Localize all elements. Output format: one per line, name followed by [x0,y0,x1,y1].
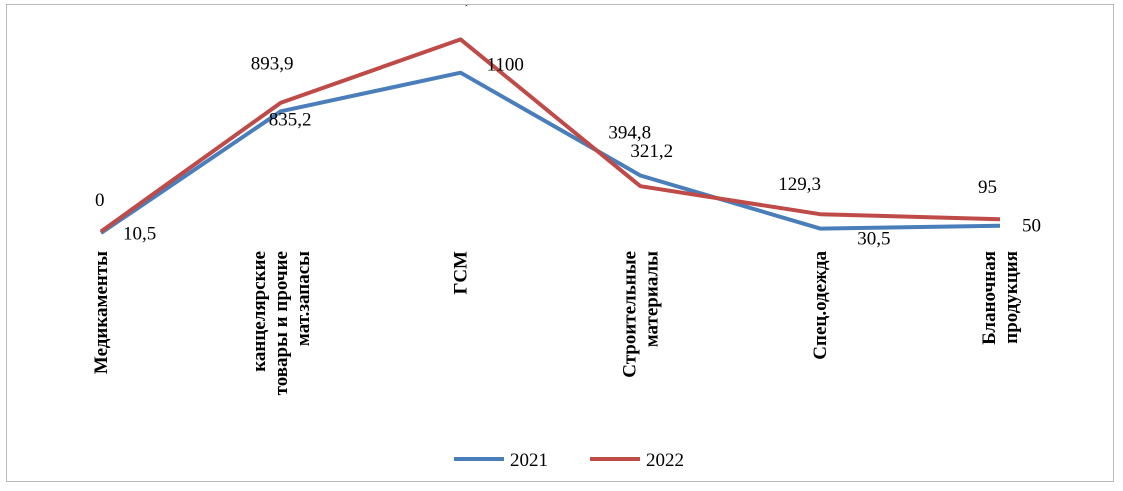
legend-label-2022: 2022 [646,450,684,471]
line-chart: 0 835,2 1100 394,8 30,5 50 10,5 893,9 1328,8 321,… [91,0,1041,471]
data-label-2022-4: 129,3 [778,174,821,195]
category-label-0-line-0: Медикаменты [91,251,112,374]
data-label-2022-3: 321,2 [630,141,673,162]
data-label-2022-1: 893,9 [251,54,294,75]
data-label-2022-5: 95 [978,177,997,198]
data-label-2021-5: 50 [1022,216,1041,237]
category-label-0: Медикаменты [91,251,112,374]
series-line-2021 [99,70,1001,235]
data-label-2022-0: 10,5 [123,224,156,245]
data-label-2021-1: 835,2 [269,109,312,130]
category-label-5-line-1: продукция [1001,251,1022,344]
category-label-5: Бланочная продукция [979,251,1022,345]
category-label-4-line-0: Спец.одежда [810,251,831,360]
chart-frame: 0 835,2 1100 394,8 30,5 50 10,5 893,9 1328,8 321,… [6,0,1114,482]
data-label-2021-4: 30,5 [857,229,890,250]
category-label-2: ГСМ [451,251,472,295]
category-label-1: канцелярские товары и прочие мат.запасы [249,251,314,396]
data-label-2021-0: 0 [95,190,105,211]
legend-label-2021: 2021 [510,450,548,471]
category-label-3-line-0: Строительные [619,251,640,378]
category-label-1-line-0: канцелярские [249,251,270,372]
data-labels: 0 835,2 1100 394,8 30,5 50 10,5 893,9 1328,8 321,… [95,0,1041,250]
category-labels: Медикаменты канцелярские товары и прочие ма… [91,251,1022,396]
legend: 2021 2022 [454,450,684,471]
category-label-1-line-1: товары и прочие [271,251,292,395]
category-label-4: Спец.одежда [810,251,831,360]
data-label-2021-2: 1100 [487,55,524,76]
category-label-5-line-0: Бланочная [979,251,1000,345]
series-lines [99,37,1001,235]
category-label-3-line-1: материалы [641,251,662,347]
data-label-2022-2: 1328,8 [427,5,479,8]
data-label-2021-3: 394,8 [608,123,651,144]
series-line-2022 [99,37,1001,234]
category-label-1-line-2: мат.запасы [293,251,314,346]
category-label-3: Строительные материалы [619,251,662,378]
category-label-2-line-0: ГСМ [451,251,472,295]
